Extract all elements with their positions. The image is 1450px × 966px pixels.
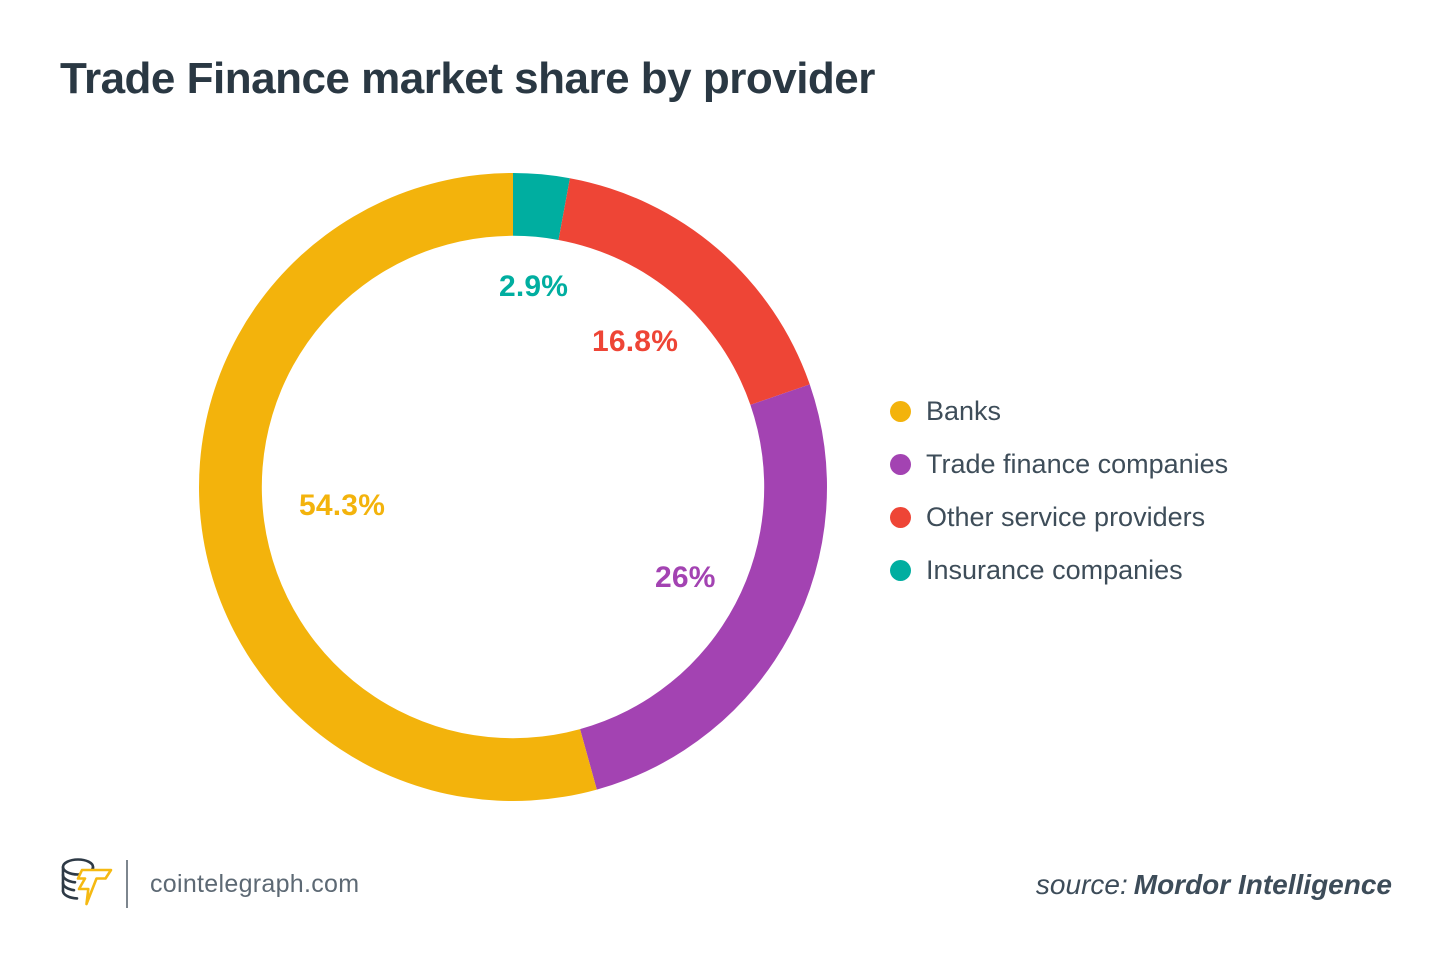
legend-dot-insurance xyxy=(890,560,911,581)
percent-label-trade-finance: 26% xyxy=(655,561,716,594)
legend-label-trade-finance: Trade finance companies xyxy=(926,449,1229,479)
footer-divider xyxy=(126,860,128,908)
source-note: source: Mordor Intelligence xyxy=(1036,869,1392,901)
page-title: Trade Finance market share by provider xyxy=(60,54,875,103)
source-name: Mordor Intelligence xyxy=(1133,869,1392,900)
donut-chart-svg xyxy=(199,173,827,801)
legend-item-trade-finance: Trade finance companies xyxy=(890,438,1228,491)
percent-label-insurance: 2.9% xyxy=(499,270,569,303)
percent-label-other-providers: 16.8% xyxy=(592,325,679,358)
donut-chart xyxy=(199,173,827,801)
legend-label-banks: Banks xyxy=(926,396,1002,426)
donut-slice-trade-finance-companies xyxy=(580,384,827,790)
legend-item-other-providers: Other service providers xyxy=(890,491,1228,544)
legend-label-insurance: Insurance companies xyxy=(926,555,1183,585)
legend-dot-banks xyxy=(890,401,911,422)
percent-label-banks: 54.3% xyxy=(299,489,386,522)
legend-item-insurance: Insurance companies xyxy=(890,544,1228,597)
brand-domain-text: cointelegraph.com xyxy=(150,869,360,898)
chart-legend: Banks Trade finance companies Other serv… xyxy=(890,385,1228,597)
legend-dot-other-providers xyxy=(890,507,911,528)
donut-slice-banks xyxy=(199,173,597,801)
legend-dot-trade-finance xyxy=(890,454,911,475)
cointelegraph-logo-icon xyxy=(61,858,113,906)
source-prefix: source: xyxy=(1035,869,1128,900)
donut-slice-other-service-providers xyxy=(558,178,810,405)
legend-label-other-providers: Other service providers xyxy=(926,502,1206,532)
brand-footer: cointelegraph.com xyxy=(56,853,359,915)
donut-slice-insurance-companies xyxy=(513,173,570,240)
legend-item-banks: Banks xyxy=(890,385,1228,438)
